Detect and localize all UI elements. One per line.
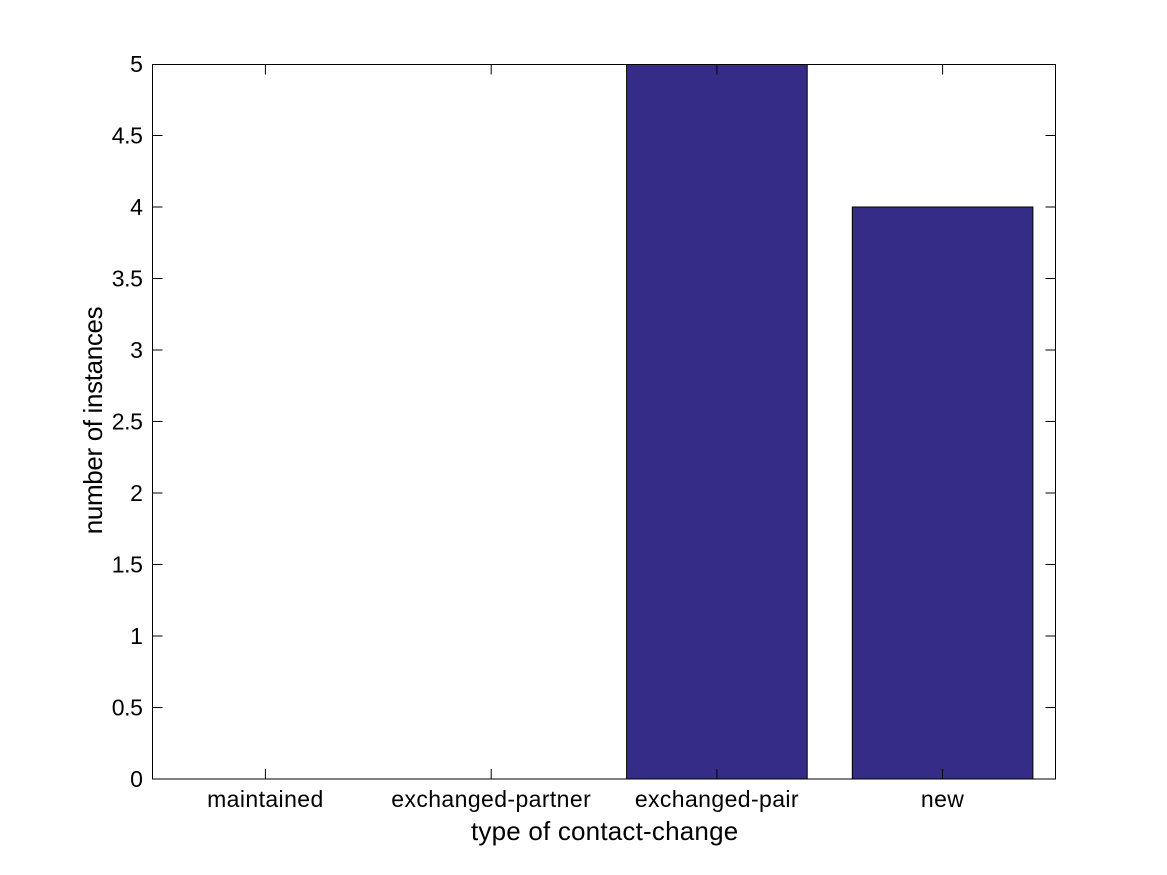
svg-text:3: 3	[130, 337, 142, 363]
svg-text:2.5: 2.5	[112, 409, 143, 435]
svg-text:5: 5	[130, 51, 142, 77]
svg-text:exchanged-pair: exchanged-pair	[635, 786, 799, 812]
svg-text:1.5: 1.5	[112, 552, 143, 578]
svg-text:maintained: maintained	[207, 786, 324, 812]
svg-text:exchanged-partner: exchanged-partner	[391, 786, 591, 812]
svg-text:2: 2	[130, 480, 142, 506]
svg-text:4: 4	[130, 194, 143, 220]
svg-text:4.5: 4.5	[112, 123, 143, 149]
svg-text:0: 0	[130, 766, 142, 792]
svg-text:0.5: 0.5	[112, 695, 143, 721]
svg-text:1: 1	[130, 623, 142, 649]
svg-text:3.5: 3.5	[112, 266, 143, 292]
svg-text:new: new	[921, 786, 964, 812]
svg-text:type of contact-change: type of contact-change	[471, 816, 738, 846]
svg-text:number of instances: number of instances	[78, 306, 108, 534]
